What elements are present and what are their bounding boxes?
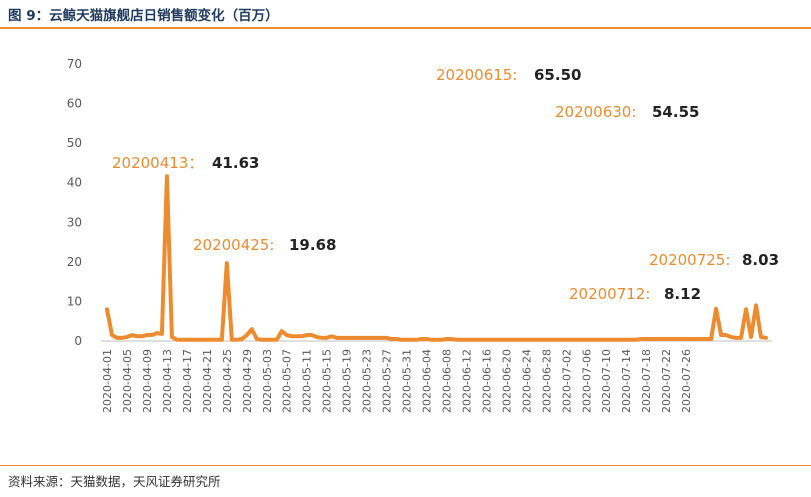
x-tick-label: 2020-06-24 (520, 349, 533, 413)
x-tick-label: 2020-05-19 (341, 349, 354, 413)
source-note: 资料来源：天猫数据，天风证券研究所 (8, 474, 221, 489)
top-divider (0, 27, 811, 29)
annotation-20200630: 20200630: 54.55 (555, 103, 699, 121)
y-tick-label: 60 (67, 97, 82, 111)
y-tick-label: 30 (67, 215, 82, 229)
annotation-20200712: 20200712: 8.12 (569, 285, 701, 303)
y-tick-label: 40 (67, 176, 82, 190)
x-tick-label: 2020-05-27 (381, 349, 394, 413)
x-tick-label: 2020-04-13 (161, 349, 174, 413)
x-tick-label: 2020-06-20 (500, 349, 513, 413)
annotation-20200413: 20200413： 41.63 (112, 154, 259, 172)
y-tick-label: 20 (67, 255, 82, 269)
x-tick-label: 2020-04-25 (221, 349, 234, 413)
x-tick-label: 2020-07-14 (620, 349, 633, 413)
x-tick-label: 2020-05-31 (401, 349, 414, 413)
annotation-date: 20200725: (649, 251, 730, 269)
x-tick-label: 2020-07-18 (640, 349, 653, 413)
x-tick-label: 2020-04-29 (241, 349, 254, 413)
x-tick-label: 2020-06-16 (480, 349, 493, 413)
x-tick-label: 2020-04-21 (201, 349, 214, 413)
x-tick-label: 2020-06-04 (421, 349, 434, 413)
x-tick-label: 2020-07-06 (580, 349, 593, 413)
annotation-date: 20200630: (555, 103, 636, 121)
x-tick-label: 2020-07-10 (600, 349, 613, 413)
annotation-value: 65.50 (534, 66, 581, 84)
annotation-date: 20200413： (112, 154, 203, 172)
annotation-value: 41.63 (212, 154, 259, 172)
x-axis: 2020-04-01 2020-04-05 2020-04-09 2020-04-13… (101, 340, 772, 413)
bottom-divider (0, 465, 811, 466)
x-tick-label: 2020-05-15 (321, 349, 334, 413)
x-tick-label: 2020-05-11 (301, 349, 314, 413)
y-tick-label: 70 (67, 57, 82, 71)
chart-title: 图 9：云鲸天猫旗舰店日销售额变化（百万） (8, 8, 279, 24)
annotation-date: 20200712: (569, 285, 650, 303)
annotation-date: 20200615: (436, 66, 517, 84)
x-tick-label: 2020-07-22 (660, 349, 673, 413)
x-tick-label: 2020-04-17 (181, 349, 194, 413)
y-axis: 0 10 20 30 40 50 60 70 (67, 57, 82, 348)
x-tick-label: 2020-04-01 (101, 349, 114, 413)
annotation-value: 19.68 (289, 236, 336, 254)
x-tick-label: 2020-06-28 (540, 349, 553, 413)
x-tick-label: 2020-04-05 (121, 349, 134, 413)
y-tick-label: 10 (67, 294, 82, 308)
sales-line (105, 174, 768, 342)
x-tick-label: 2020-04-09 (141, 349, 154, 413)
annotation-date: 20200425: (193, 236, 274, 254)
annotation-20200725: 20200725: 8.03 (649, 251, 779, 269)
annotation-20200425: 20200425: 19.68 (193, 236, 336, 254)
x-tick-label: 2020-05-03 (261, 349, 274, 413)
x-tick-label: 2020-06-12 (460, 349, 473, 413)
x-tick-label: 2020-06-08 (440, 349, 453, 413)
x-tick-label: 2020-05-07 (281, 349, 294, 413)
x-tick-label: 2020-07-26 (680, 349, 693, 413)
annotation-value: 54.55 (652, 103, 699, 121)
x-tick-label: 2020-05-23 (361, 349, 374, 413)
annotation-value: 8.03 (742, 251, 779, 269)
annotation-value: 8.12 (664, 285, 701, 303)
y-tick-label: 50 (67, 136, 82, 150)
y-tick-label: 0 (74, 334, 82, 348)
annotation-20200615: 20200615: 65.50 (436, 66, 581, 84)
x-tick-label: 2020-07-02 (560, 349, 573, 413)
